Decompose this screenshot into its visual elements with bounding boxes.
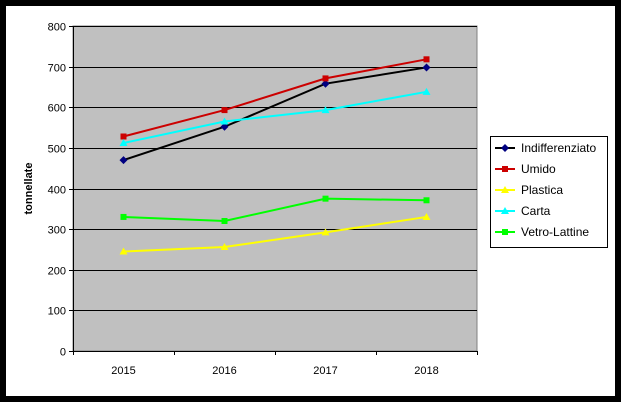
- series-indifferenziato: [119, 63, 431, 165]
- series-plastica: [119, 212, 431, 255]
- legend-marker: [501, 207, 509, 214]
- legend-item: Indifferenziato: [495, 141, 596, 155]
- legend-item: Carta: [495, 204, 551, 218]
- legend-label: Plastica: [521, 183, 563, 197]
- data-point: [119, 247, 128, 255]
- data-point: [422, 212, 431, 220]
- legend-marker: [501, 186, 509, 193]
- legend-marker: [502, 166, 508, 172]
- y-tick-label: 0: [60, 347, 66, 359]
- legend-label: Umido: [521, 162, 556, 176]
- legend-label: Vetro-Lattine: [521, 225, 589, 239]
- data-point: [119, 139, 128, 146]
- x-tick-labels: 2015 2016 2017 2018: [111, 365, 438, 377]
- y-tick-label: 300: [48, 225, 66, 237]
- legend-item: Umido: [495, 162, 556, 176]
- legend: Indifferenziato Umido Plastica Carta Vetro-L…: [490, 136, 608, 248]
- y-tick-label: 500: [48, 144, 66, 156]
- axes: [69, 26, 478, 355]
- series-line: [123, 58, 427, 138]
- series-vetro-lattine: [120, 195, 430, 224]
- y-tick-label: 200: [48, 266, 66, 278]
- data-point: [220, 122, 229, 131]
- y-tick-label: 800: [48, 22, 66, 34]
- data-point: [422, 87, 431, 95]
- y-tick-label: 600: [48, 103, 66, 115]
- legend-item: Vetro-Lattine: [495, 225, 589, 239]
- legend-label: Indifferenziato: [521, 141, 596, 155]
- data-point: [221, 218, 228, 224]
- legend-item: Plastica: [495, 183, 563, 197]
- legend-marker: [502, 229, 508, 235]
- chart-frame: 0 100 200 300 400 500 600 700 800 2015 2016 2017 20…: [6, 6, 615, 396]
- data-point: [120, 133, 127, 140]
- y-tick-label: 100: [48, 306, 66, 318]
- y-tick-label: 700: [48, 63, 66, 75]
- x-tick-label: 2016: [212, 365, 236, 377]
- series-line: [123, 90, 427, 144]
- data-point: [321, 106, 330, 114]
- series-line: [123, 66, 427, 162]
- data-point: [120, 213, 127, 220]
- data-point: [221, 107, 228, 114]
- plot-area: [72, 25, 478, 352]
- data-point: [422, 63, 431, 72]
- data-point: [220, 117, 229, 125]
- legend-marker: [501, 144, 509, 152]
- y-tick-label: 400: [48, 185, 66, 197]
- x-tick-label: 2017: [313, 365, 337, 377]
- data-point: [321, 228, 330, 236]
- data-point: [220, 243, 229, 250]
- series-group: [119, 56, 431, 255]
- series-line: [123, 215, 427, 253]
- legend-label: Carta: [521, 204, 551, 218]
- series-line: [123, 197, 427, 223]
- data-point: [119, 156, 128, 165]
- y-tick-labels: 0 100 200 300 400 500 600 700 800: [48, 22, 66, 359]
- data-point: [423, 56, 430, 63]
- legend-box: [490, 136, 608, 248]
- data-point: [322, 75, 329, 82]
- x-tick-label: 2018: [414, 365, 438, 377]
- data-point: [321, 79, 330, 88]
- x-tick-label: 2015: [111, 365, 135, 377]
- data-point: [423, 197, 430, 204]
- series-carta: [119, 87, 431, 146]
- gridlines: [73, 26, 477, 311]
- y-axis-label: tonnellate: [23, 163, 35, 215]
- series-umido: [120, 56, 430, 140]
- data-point: [322, 195, 329, 202]
